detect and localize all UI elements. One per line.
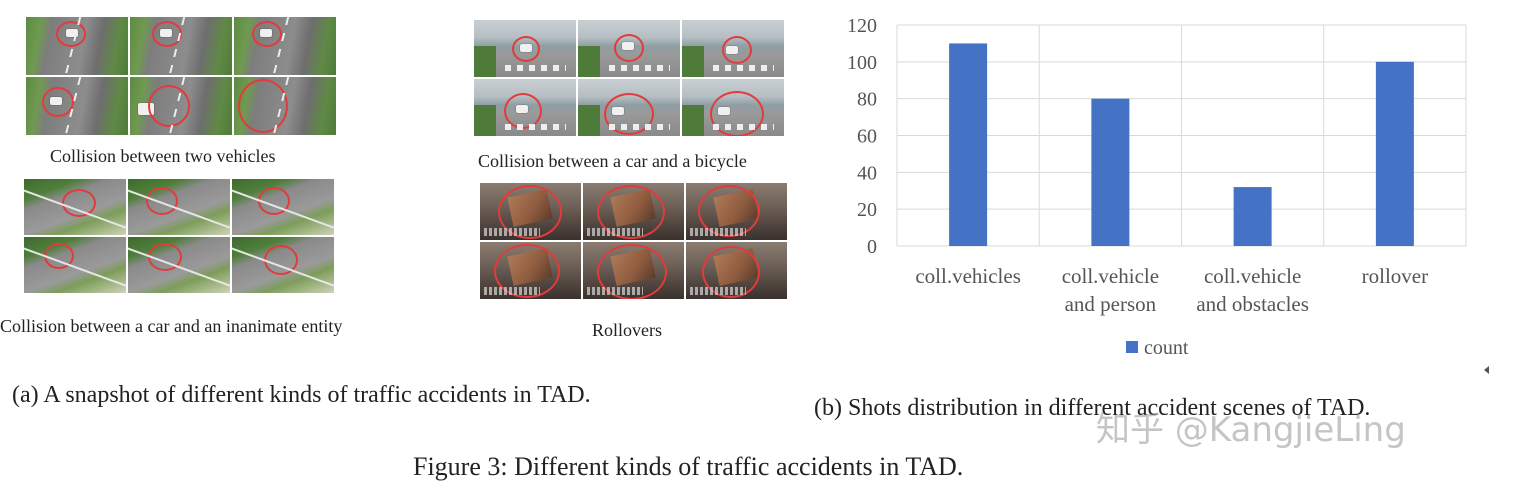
snapshot-thumbnail (24, 237, 126, 293)
bar (1091, 98, 1130, 247)
snapshot-thumbnail (474, 20, 576, 77)
snapshot-thumbnail (583, 183, 684, 240)
label-two-vehicles: Collision between two vehicles (50, 146, 276, 166)
bar (1375, 61, 1414, 247)
snapshot-thumbnail (682, 20, 784, 77)
x-tick-label: coll.vehicles (915, 264, 1021, 288)
x-axis-tick-labels: coll.vehicles coll.vehicle and person coll.… (915, 264, 1428, 316)
y-tick-label: 100 (847, 52, 877, 74)
watermark: 知乎 @KangjieLing (1096, 410, 1406, 450)
x-tick-label: coll.vehicle (1062, 264, 1159, 288)
y-axis-tick-labels: 0 20 40 60 80 100 120 (847, 15, 877, 258)
y-tick-label: 0 (867, 236, 877, 258)
label-car-inanimate: Collision between a car and an inanimate… (0, 316, 343, 336)
scroll-marker (1484, 366, 1489, 374)
bar (1233, 187, 1272, 246)
y-tick-label: 80 (857, 89, 877, 111)
x-tick-label: and person (1065, 292, 1157, 316)
thumbnail-grid-rollovers (480, 183, 787, 299)
figure-caption: Figure 3: Different kinds of traffic acc… (413, 452, 964, 481)
snapshot-thumbnail (686, 183, 787, 240)
snapshot-thumbnail (474, 79, 576, 136)
chart-gridlines (896, 24, 1467, 247)
snapshot-thumbnail (232, 237, 334, 293)
snapshot-thumbnail (578, 79, 680, 136)
bar (949, 43, 988, 246)
legend-label-count: count (1144, 337, 1189, 359)
snapshot-thumbnail (234, 17, 336, 75)
snapshot-thumbnail (130, 77, 232, 135)
chart-legend: count (1126, 337, 1189, 359)
snapshot-thumbnail (480, 183, 581, 240)
snapshot-thumbnail (578, 20, 680, 77)
legend-swatch-count (1126, 341, 1138, 353)
y-tick-label: 60 (857, 126, 877, 148)
subfigure-a-caption: (a) A snapshot of different kinds of tra… (12, 382, 591, 408)
snapshot-thumbnail (480, 242, 581, 299)
chart-bars (949, 43, 1414, 247)
snapshot-thumbnail (232, 179, 334, 235)
label-rollovers: Rollovers (592, 320, 662, 340)
snapshot-thumbnail (26, 77, 128, 135)
snapshot-thumbnail (682, 79, 784, 136)
y-tick-label: 20 (857, 199, 877, 221)
snapshot-thumbnail (128, 237, 230, 293)
x-tick-label: coll.vehicle (1204, 264, 1301, 288)
snapshot-thumbnail (686, 242, 787, 299)
y-tick-label: 120 (847, 15, 877, 37)
snapshot-thumbnail (26, 17, 128, 75)
x-tick-label: and obstacles (1196, 292, 1309, 316)
snapshot-thumbnail (583, 242, 684, 299)
label-car-bicycle: Collision between a car and a bicycle (478, 151, 747, 171)
thumbnail-grid-two-vehicles (26, 17, 336, 135)
thumbnail-grid-car-bicycle (474, 20, 784, 136)
x-tick-label: rollover (1362, 264, 1428, 288)
thumbnail-grid-car-inanimate (24, 179, 334, 293)
snapshot-thumbnail (24, 179, 126, 235)
y-tick-label: 40 (857, 162, 877, 184)
snapshot-thumbnail (128, 179, 230, 235)
subfigure-b-caption: (b) Shots distribution in different acci… (814, 395, 1371, 421)
snapshot-thumbnail (234, 77, 336, 135)
snapshot-thumbnail (130, 17, 232, 75)
